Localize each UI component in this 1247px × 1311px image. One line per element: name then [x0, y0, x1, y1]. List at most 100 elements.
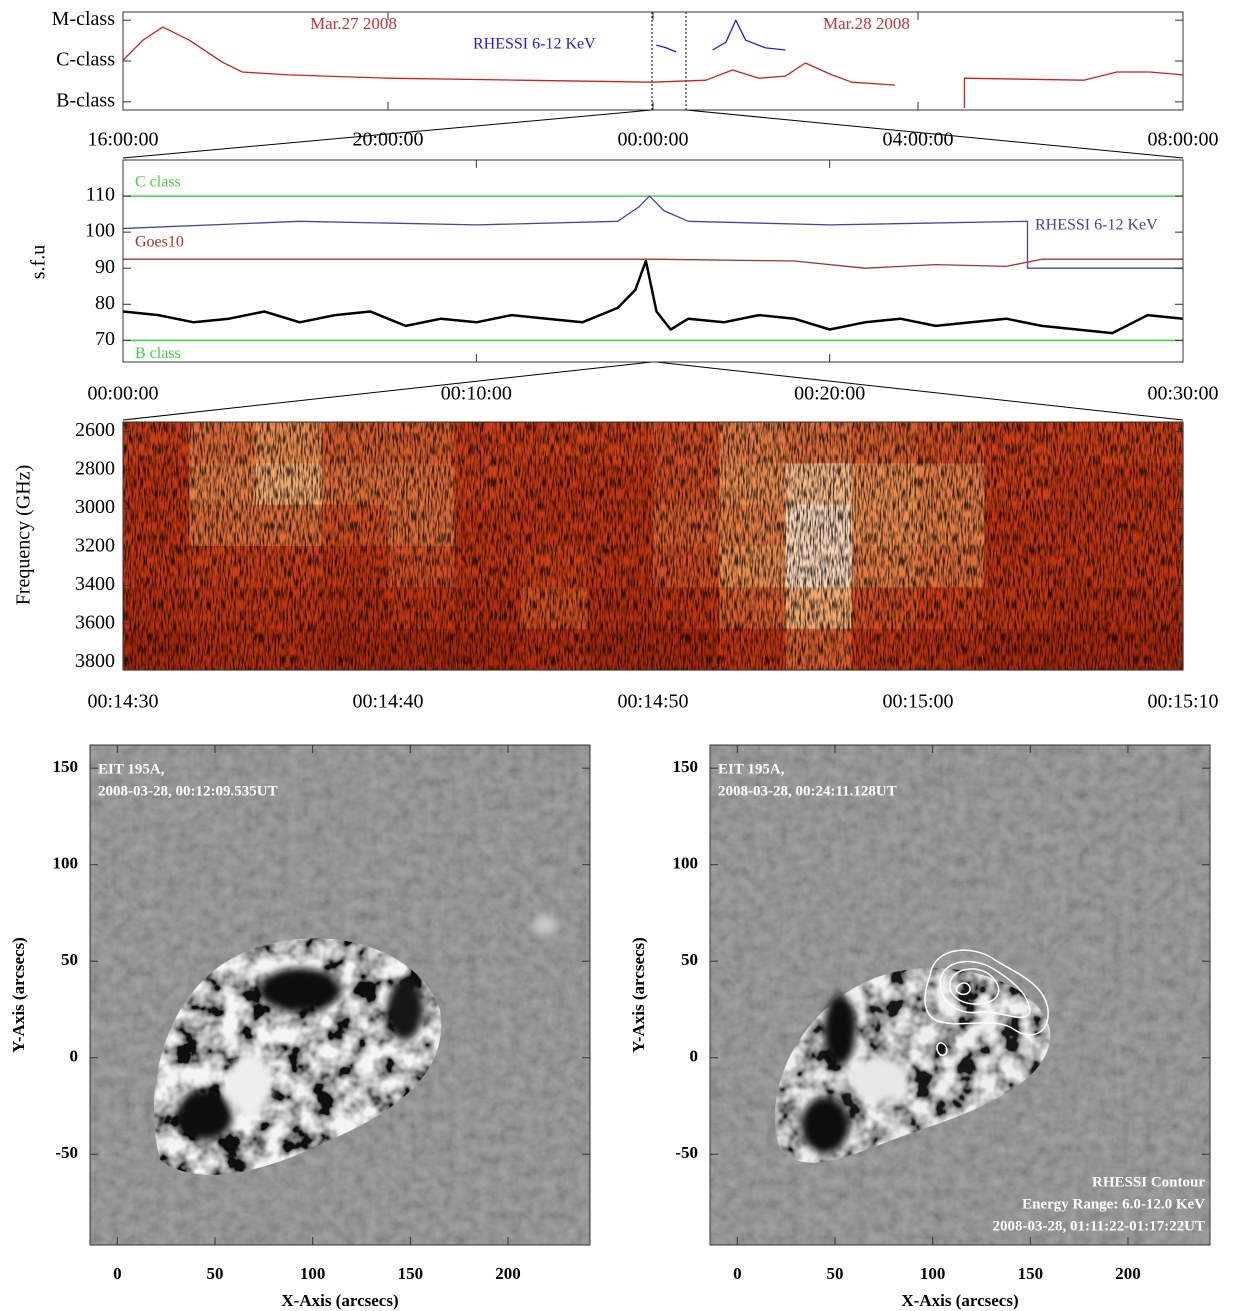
- annotation: 2008-03-28, 01:11:22-01:17:22UT: [993, 1218, 1205, 1234]
- plot-frame: [709, 744, 1211, 1246]
- x-tick-label: 00:10:00: [441, 383, 512, 405]
- x-axis-label: X-Axis (arcsecs): [901, 1291, 1018, 1310]
- x-tick-label: 20:00:00: [352, 129, 423, 151]
- x-tick-label: 00:14:40: [352, 691, 423, 713]
- series-line: [123, 258, 1183, 269]
- x-tick-label: 00:14:50: [617, 691, 688, 713]
- eit-image: [710, 745, 1210, 1245]
- y-axis-label: s.f.u: [28, 245, 50, 279]
- y-tick-label: 0: [690, 1047, 699, 1066]
- contour: [939, 960, 1031, 1018]
- x-tick-label: 0: [733, 1264, 742, 1283]
- y-axis-label: Y-Axis (arcsecs): [629, 937, 648, 1053]
- y-tick-label: 3800: [75, 650, 115, 672]
- x-tick-label: 100: [920, 1264, 946, 1283]
- y-tick-label: C-class: [56, 49, 115, 71]
- reference-label: C class: [135, 174, 181, 191]
- zoom-line: [122, 109, 653, 159]
- x-tick-label: 16:00:00: [87, 129, 158, 151]
- y-tick-label: 80: [95, 292, 115, 314]
- plot-frame: [89, 744, 591, 1246]
- y-tick-label: 70: [95, 328, 115, 350]
- image-feature: [533, 915, 557, 935]
- series-line: [122, 259, 1184, 335]
- image-feature: [801, 1097, 849, 1153]
- x-tick-label: 50: [827, 1264, 844, 1283]
- x-tick-label: 00:00:00: [87, 383, 158, 405]
- y-tick-label: 3600: [75, 611, 115, 633]
- series-label: Goes10: [135, 234, 184, 251]
- x-tick-label: 00:20:00: [794, 383, 865, 405]
- series-line: [122, 26, 1184, 108]
- series-label: RHESSI 6-12 KeV: [1035, 217, 1158, 234]
- x-tick-label: 04:00:00: [882, 129, 953, 151]
- x-axis-label: X-Axis (arcsecs): [281, 1291, 398, 1310]
- y-tick-label: 0: [70, 1047, 79, 1066]
- series-line: [122, 195, 1183, 269]
- series-label: RHESSI 6-12 KeV: [473, 36, 596, 53]
- x-tick-label: 150: [398, 1264, 424, 1283]
- reference-label: B class: [135, 345, 181, 362]
- annotation: EIT 195A,: [98, 761, 165, 777]
- y-tick-label: 2800: [75, 458, 115, 480]
- y-tick-label: B-class: [56, 89, 115, 111]
- y-tick-label: 100: [673, 854, 699, 873]
- y-tick-label: 50: [61, 950, 78, 969]
- annotation: 2008-03-28, 00:12:09.535UT: [98, 783, 278, 799]
- y-tick-label: 50: [681, 950, 698, 969]
- annotation: RHESSI Contour: [1092, 1174, 1205, 1190]
- x-tick-label: 50: [207, 1264, 224, 1283]
- x-tick-label: 00:15:10: [1147, 691, 1218, 713]
- annotation: Mar.28 2008: [823, 14, 910, 33]
- spectrogram-texture: [123, 422, 1183, 670]
- x-tick-label: 100: [300, 1264, 326, 1283]
- y-tick-label: M-class: [52, 8, 116, 30]
- y-tick-label: 100: [53, 854, 79, 873]
- y-tick-label: 150: [673, 757, 699, 776]
- y-tick-label: 90: [95, 256, 115, 278]
- x-tick-label: 00:00:00: [617, 129, 688, 151]
- image-feature: [260, 968, 340, 1012]
- x-tick-label: 00:15:00: [882, 691, 953, 713]
- zoom-line: [655, 361, 1184, 421]
- x-tick-label: 0: [113, 1264, 122, 1283]
- x-tick-label: 150: [1018, 1264, 1044, 1283]
- y-tick-label: 3000: [75, 496, 115, 518]
- x-tick-label: 08:00:00: [1147, 129, 1218, 151]
- y-tick-label: 3200: [75, 535, 115, 557]
- annotation: Mar.27 2008: [310, 14, 397, 33]
- x-tick-label: 00:30:00: [1147, 383, 1218, 405]
- y-axis-label: Frequency (GHz): [13, 465, 35, 606]
- y-tick-label: -50: [675, 1143, 698, 1162]
- contour: [955, 982, 971, 996]
- annotation: Energy Range: 6.0-12.0 KeV: [1022, 1196, 1205, 1212]
- contour: [924, 949, 1049, 1036]
- rhessi-contours: [924, 949, 1049, 1057]
- series-line: [656, 19, 786, 53]
- y-tick-label: 100: [85, 220, 115, 242]
- annotation: 2008-03-28, 00:24:11.128UT: [718, 783, 897, 799]
- image-feature: [387, 980, 423, 1040]
- zoom-guides: [122, 12, 1184, 421]
- y-axis-label: Y-Axis (arcsecs): [9, 937, 28, 1053]
- plot-frame: [122, 159, 1184, 363]
- image-feature: [228, 1053, 272, 1117]
- annotation: EIT 195A,: [718, 761, 785, 777]
- x-tick-label: 200: [495, 1264, 521, 1283]
- zoom-line: [122, 361, 653, 421]
- zoom-line: [685, 109, 1184, 159]
- contour: [936, 1042, 948, 1057]
- contour: [949, 968, 1000, 1005]
- image-feature: [824, 995, 856, 1065]
- eit-image: [90, 745, 590, 1245]
- image-feature: [177, 1090, 233, 1140]
- image-feature: [850, 1058, 910, 1102]
- y-tick-label: 150: [53, 757, 79, 776]
- x-tick-label: 00:14:30: [87, 691, 158, 713]
- y-tick-label: 2600: [75, 419, 115, 441]
- y-tick-label: -50: [55, 1143, 78, 1162]
- x-tick-label: 200: [1115, 1264, 1141, 1283]
- y-tick-label: 3400: [75, 573, 115, 595]
